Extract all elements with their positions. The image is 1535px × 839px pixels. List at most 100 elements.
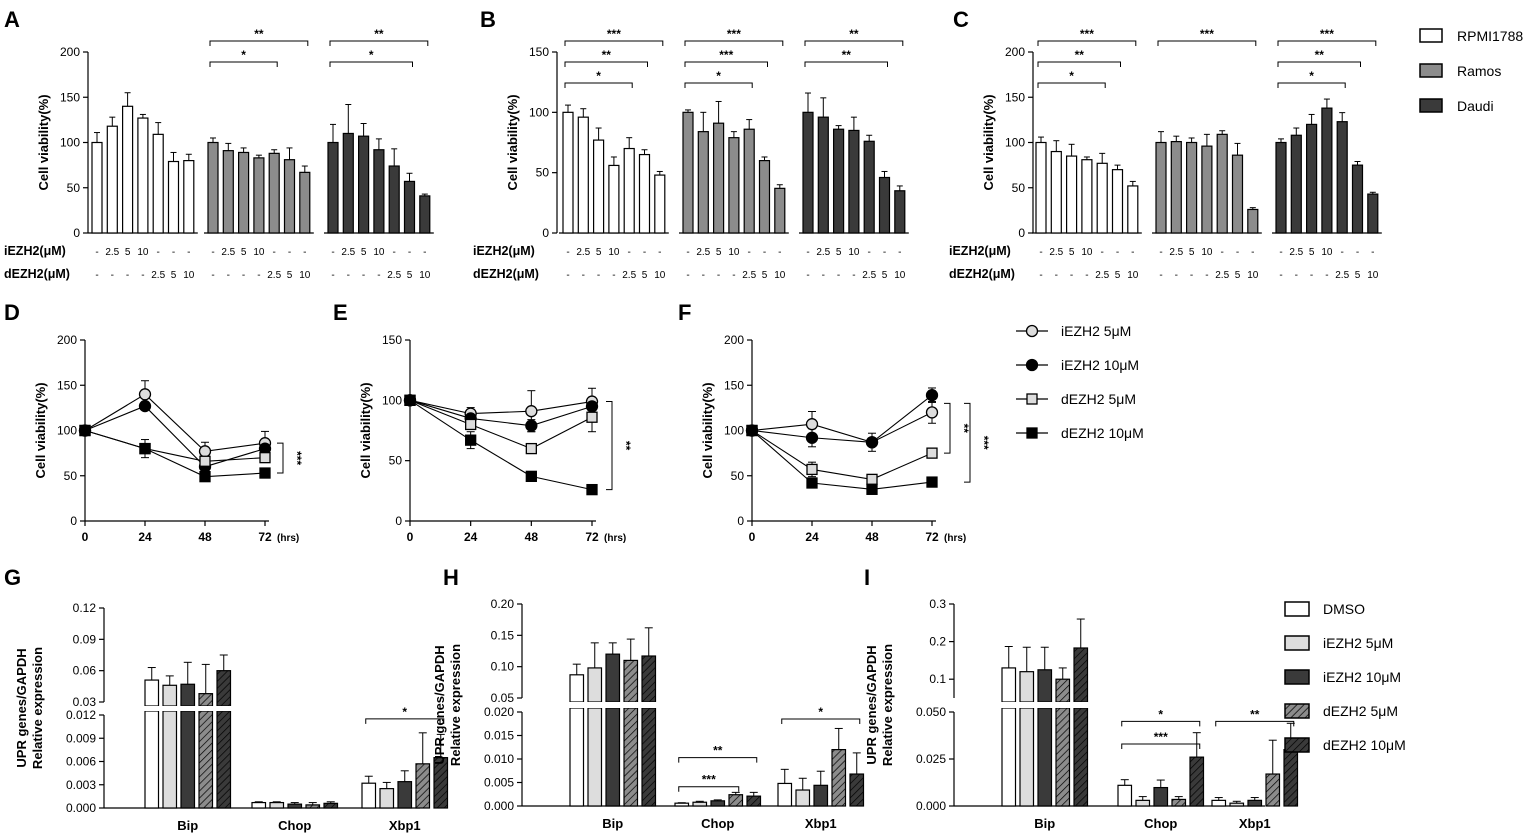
panel-h-y-tick-label-lower: 0.000: [484, 799, 514, 813]
panel-g-bar-lower: [180, 710, 196, 809]
panel-b-cond-dezh2: -: [837, 270, 840, 281]
panel-b-cond-dezh2: -: [582, 270, 585, 281]
panel-b-y-tick-label: 150: [529, 45, 549, 59]
panel-d-letter: D: [4, 300, 20, 325]
panel-h-significance: ***: [678, 773, 740, 792]
panel-d-x-tick-label: 48: [198, 530, 212, 544]
panel-f-x-tick-label: 24: [805, 530, 819, 544]
panel-h-bar-hatch: [832, 749, 846, 806]
panel-g-bar-hatch: [416, 763, 430, 808]
panel-g-significance-label: *: [402, 705, 407, 719]
panel-a-bar: [183, 160, 195, 234]
panel-c-bar: [1305, 123, 1318, 234]
panel-c-cond-iezh2: 5: [1189, 247, 1195, 258]
panel-d-y-label: Cell viability(%): [33, 382, 48, 478]
panel-h-significance-line: [678, 786, 740, 792]
panel-b-cond-iezh2: -: [868, 247, 871, 258]
panel-e-point: [586, 483, 598, 496]
panel-g-bar-upper: [180, 683, 196, 707]
panel-b-significance-line: [684, 82, 753, 88]
panel-c-significance-label: ***: [1320, 27, 1334, 41]
legend-mid-marker: [1025, 358, 1039, 372]
panel-c-bar: [1065, 155, 1078, 234]
panel-h-category-label: Chop: [701, 816, 734, 831]
legend-bottom-label: DMSO: [1323, 601, 1365, 617]
panel-d-point: [199, 455, 211, 467]
panel-c-cond-dezh2: 2.5: [1095, 270, 1109, 281]
panel-i-y-tick-label-upper: 0.3: [929, 597, 946, 611]
panel-a-y-tick-label: 50: [67, 181, 81, 195]
panel-h-bar-hatch: [850, 774, 864, 806]
panel-b-cond-dezh2: -: [822, 270, 825, 281]
panel-b-significance: *: [564, 69, 633, 88]
panel-c-cond-iezh2: 5: [1309, 247, 1315, 258]
panel-i-bar-lower: [1037, 707, 1053, 807]
panel-e-point: [525, 405, 538, 418]
panel-a-cond-iezh2: -: [393, 247, 396, 258]
panel-b-cond-iezh2: -: [806, 247, 809, 258]
panel-a-cond-dezh2: 10: [299, 270, 311, 281]
panel-b-cond-iezh2: 5: [836, 247, 842, 258]
panel-g-y-tick-label-lower: 0.003: [66, 778, 96, 792]
legend-mid-label: iEZH2 10μM: [1061, 357, 1139, 373]
panel-c-cond-dezh2: -: [1175, 270, 1178, 281]
panel-f-y-tick-label: 0: [737, 514, 744, 528]
panel-i-y-tick-label-lower: 0.000: [916, 799, 946, 813]
panel-a-bar: [152, 133, 164, 234]
panel-c-cond-iezh2: -: [1221, 247, 1224, 258]
panel-c-cond-iezh2: -: [1341, 247, 1344, 258]
panel-a-bar: [207, 141, 219, 234]
panel-f-point: [925, 406, 939, 419]
panel-h-y-tick-label-lower: 0.020: [484, 705, 514, 719]
panel-c-significance-line: [1277, 61, 1361, 67]
panel-b-bar: [774, 187, 786, 234]
panel-d-y-tick-label: 150: [57, 378, 77, 392]
panel-g-bar-hatch: [306, 804, 320, 808]
panel-b-bar: [654, 174, 666, 234]
panel-h-bar-hatch: [747, 796, 761, 806]
panel-b-significance-label: *: [596, 69, 601, 83]
panel-a-cond-dezh2: -: [242, 270, 245, 281]
legend-top-label: RPMI1788: [1457, 28, 1523, 44]
panel-b-significance: *: [684, 69, 753, 88]
panel-c-cond-dezh2: 2.5: [1215, 270, 1229, 281]
panel-a-bar: [283, 159, 296, 234]
panel-a-cond-dezh2: -: [111, 270, 114, 281]
panel-b-cond-iezh2: -: [566, 247, 569, 258]
legend-bottom-label: dEZH2 5μM: [1323, 703, 1398, 719]
panel-b-cond-dezh2: 5: [642, 270, 648, 281]
panel-a-bar: [403, 180, 416, 234]
panel-c-cond-iezh2: -: [1356, 247, 1359, 258]
panel-c-cond-iezh2: 5: [1069, 247, 1075, 258]
panel-c-significance-label: *: [1069, 69, 1074, 83]
panel-c-bar: [1351, 164, 1364, 234]
panel-b-bar: [758, 160, 771, 234]
panel-i-significance: **: [1215, 707, 1295, 727]
panel-c-significance-line: [1037, 82, 1106, 88]
panel-g-bar-hatch: [324, 803, 338, 808]
panel-b-cond-iezh2: -: [763, 247, 766, 258]
panel-i-y-tick-label-upper: 0.2: [929, 635, 946, 649]
panel-i-bar-lower: [1001, 707, 1017, 807]
panel-a-cond-iezh2: -: [303, 247, 306, 258]
panel-a-bar: [238, 151, 250, 234]
panel-a-cond-iezh2: -: [211, 247, 214, 258]
panel-b-significance-label: **: [849, 27, 859, 41]
panel-i-y-tick-label-lower: 0.050: [916, 705, 946, 719]
panel-a-cond-dezh2: 2.5: [387, 270, 401, 281]
panel-b-cond-dezh2: -: [806, 270, 809, 281]
panel-h-y-label-line1: UPR genes/GAPDH: [432, 645, 447, 764]
panel-g-y-tick-label-upper: 0.09: [73, 632, 97, 646]
panel-e-significance-label: **: [619, 441, 633, 451]
panel-g-bar: [379, 788, 395, 809]
panel-c-bar: [1170, 140, 1182, 234]
panel-a-cond-dezh2: -: [141, 270, 144, 281]
panel-d-x-tick-label: 72: [258, 530, 272, 544]
panel-c-cond-iezh2: -: [1131, 247, 1134, 258]
panel-g-category-label: Xbp1: [389, 818, 421, 833]
panel-i-bar-hatch: [1190, 757, 1204, 806]
panel-i-bar-upper: [1037, 669, 1053, 703]
panel-c-cond-iezh2: 2.5: [1049, 247, 1063, 258]
panel-a-significance-label: *: [369, 48, 374, 62]
panel-i-bar: [1153, 786, 1169, 807]
